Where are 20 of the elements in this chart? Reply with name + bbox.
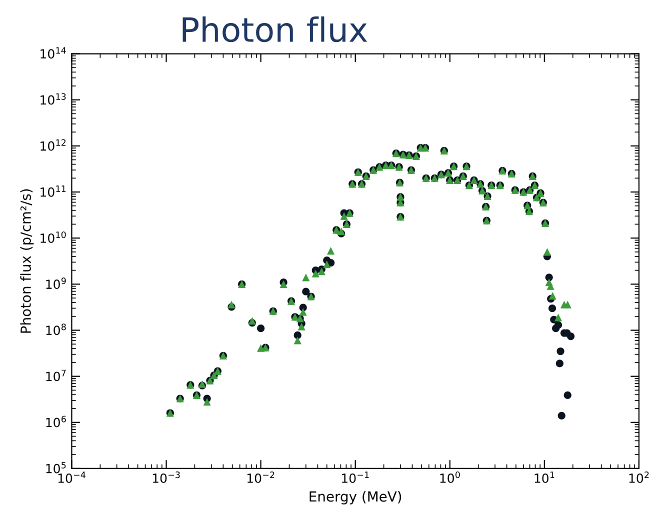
x-tick-label: 10$^{−4}$ [58, 472, 86, 483]
x-tick-label: 10$^{−3}$ [152, 471, 180, 483]
x-tick-label: 10$^{−1}$ [342, 472, 369, 483]
y-tick-label: 10$^{8}$ [46, 324, 66, 336]
x-tick-label: 10$^{2}$ [629, 471, 649, 483]
y-axis-title: Photon flux (p/cm²/s) [20, 189, 34, 333]
y-tick-label: 10$^{14}$ [40, 47, 66, 59]
y-tick-label: 10$^{7}$ [46, 370, 66, 382]
chart-title: Photon flux [182, 16, 368, 42]
y-tick-label: 10$^{9}$ [46, 278, 66, 289]
y-tick-label: 10$^{6}$ [46, 416, 66, 428]
x-tick-label: 10$^{1}$ [534, 472, 554, 483]
y-tick-label: 10$^{13}$ [40, 93, 66, 105]
y-tick-label: 10$^{12}$ [40, 139, 66, 151]
y-tick-label: 10$^{5}$ [46, 462, 66, 474]
y-tick-label: 10$^{11}$ [40, 186, 66, 197]
y-tick-label: 10$^{10}$ [40, 231, 66, 243]
x-tick-label: 10$^{0}$ [440, 471, 460, 483]
x-axis-title: Energy (MeV) [310, 491, 402, 504]
x-tick-label: 10$^{−2}$ [247, 471, 274, 483]
